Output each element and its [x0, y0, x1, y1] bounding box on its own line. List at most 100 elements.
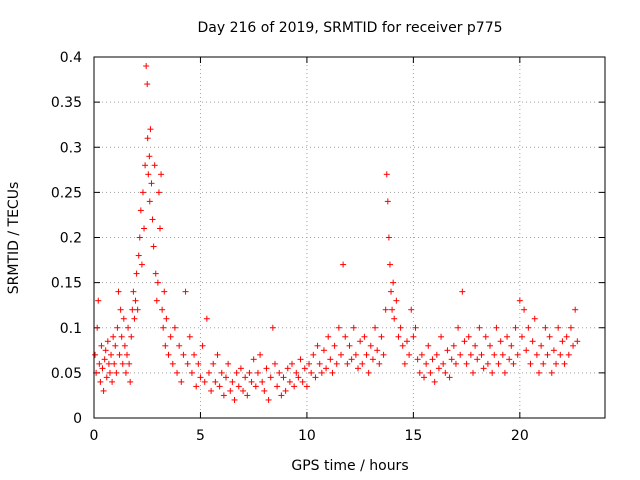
y-tick-label: 0.2	[60, 231, 82, 247]
data-point	[257, 351, 264, 358]
data-point	[525, 324, 532, 331]
data-point	[146, 198, 153, 205]
y-axis-label: SRMTID / TECUs	[6, 182, 22, 295]
data-point	[244, 392, 251, 399]
data-point	[344, 360, 351, 367]
data-point	[132, 297, 139, 304]
data-point	[286, 378, 293, 385]
data-point	[150, 243, 157, 250]
data-point	[293, 369, 300, 376]
y-tick-label: 0.25	[51, 185, 82, 201]
data-point	[95, 297, 102, 304]
data-point	[125, 324, 132, 331]
data-point	[388, 288, 395, 295]
data-point	[306, 360, 313, 367]
data-point	[138, 261, 145, 268]
data-point	[461, 338, 468, 345]
data-point	[103, 374, 110, 381]
data-point	[133, 270, 140, 277]
data-point	[369, 356, 376, 363]
data-point	[94, 324, 101, 331]
data-point	[161, 288, 168, 295]
data-point	[295, 374, 302, 381]
data-point	[365, 369, 372, 376]
data-point	[139, 189, 146, 196]
data-point	[218, 369, 225, 376]
data-point	[303, 383, 310, 390]
data-point	[157, 225, 164, 232]
y-tick-label: 0.1	[60, 321, 82, 337]
data-point	[523, 347, 530, 354]
data-point	[572, 306, 579, 313]
data-point	[355, 365, 362, 372]
data-point	[108, 351, 115, 358]
data-point	[98, 342, 105, 349]
data-point	[271, 360, 278, 367]
data-point	[501, 369, 508, 376]
data-point	[182, 288, 189, 295]
y-tick-label: 0.35	[51, 95, 82, 111]
data-point	[391, 315, 398, 322]
data-point	[331, 342, 338, 349]
data-point	[340, 261, 347, 268]
data-point	[193, 383, 200, 390]
data-point	[223, 374, 230, 381]
data-point	[442, 369, 449, 376]
data-point	[399, 342, 406, 349]
data-point	[323, 365, 330, 372]
data-point	[246, 369, 253, 376]
data-point	[489, 369, 496, 376]
data-point	[250, 356, 257, 363]
data-point	[383, 171, 390, 178]
data-point	[109, 378, 116, 385]
data-point	[274, 383, 281, 390]
data-point	[542, 324, 549, 331]
data-point	[131, 315, 138, 322]
data-point	[410, 333, 417, 340]
data-point	[165, 351, 172, 358]
data-point	[352, 351, 359, 358]
data-point	[531, 315, 538, 322]
data-point	[225, 360, 232, 367]
data-point	[348, 356, 355, 363]
data-point	[421, 374, 428, 381]
data-point	[376, 360, 383, 367]
data-point	[555, 324, 562, 331]
data-point	[363, 351, 370, 358]
data-point	[563, 333, 570, 340]
data-point	[474, 356, 481, 363]
data-point	[216, 383, 223, 390]
data-point	[134, 306, 141, 313]
x-tick-label: 20	[511, 428, 529, 444]
data-point	[289, 360, 296, 367]
data-point	[444, 347, 451, 354]
data-point	[308, 369, 315, 376]
data-point	[278, 392, 285, 399]
data-point	[144, 135, 151, 142]
data-point	[423, 360, 430, 367]
data-point	[121, 342, 128, 349]
data-point	[92, 351, 99, 358]
data-point	[100, 387, 107, 394]
data-point	[178, 378, 185, 385]
y-tick-label: 0.15	[51, 276, 82, 292]
data-point	[548, 369, 555, 376]
data-point	[252, 383, 259, 390]
data-point	[220, 392, 227, 399]
data-point	[145, 171, 152, 178]
data-point	[357, 338, 364, 345]
y-tick-label: 0.3	[60, 140, 82, 156]
data-point	[425, 342, 432, 349]
data-point	[259, 378, 266, 385]
data-point	[455, 324, 462, 331]
data-point	[418, 351, 425, 358]
data-point	[119, 360, 126, 367]
data-point	[493, 324, 500, 331]
data-point	[457, 351, 464, 358]
data-point	[484, 360, 491, 367]
data-point	[533, 351, 540, 358]
data-point	[180, 351, 187, 358]
data-point	[242, 374, 249, 381]
data-point	[191, 351, 198, 358]
